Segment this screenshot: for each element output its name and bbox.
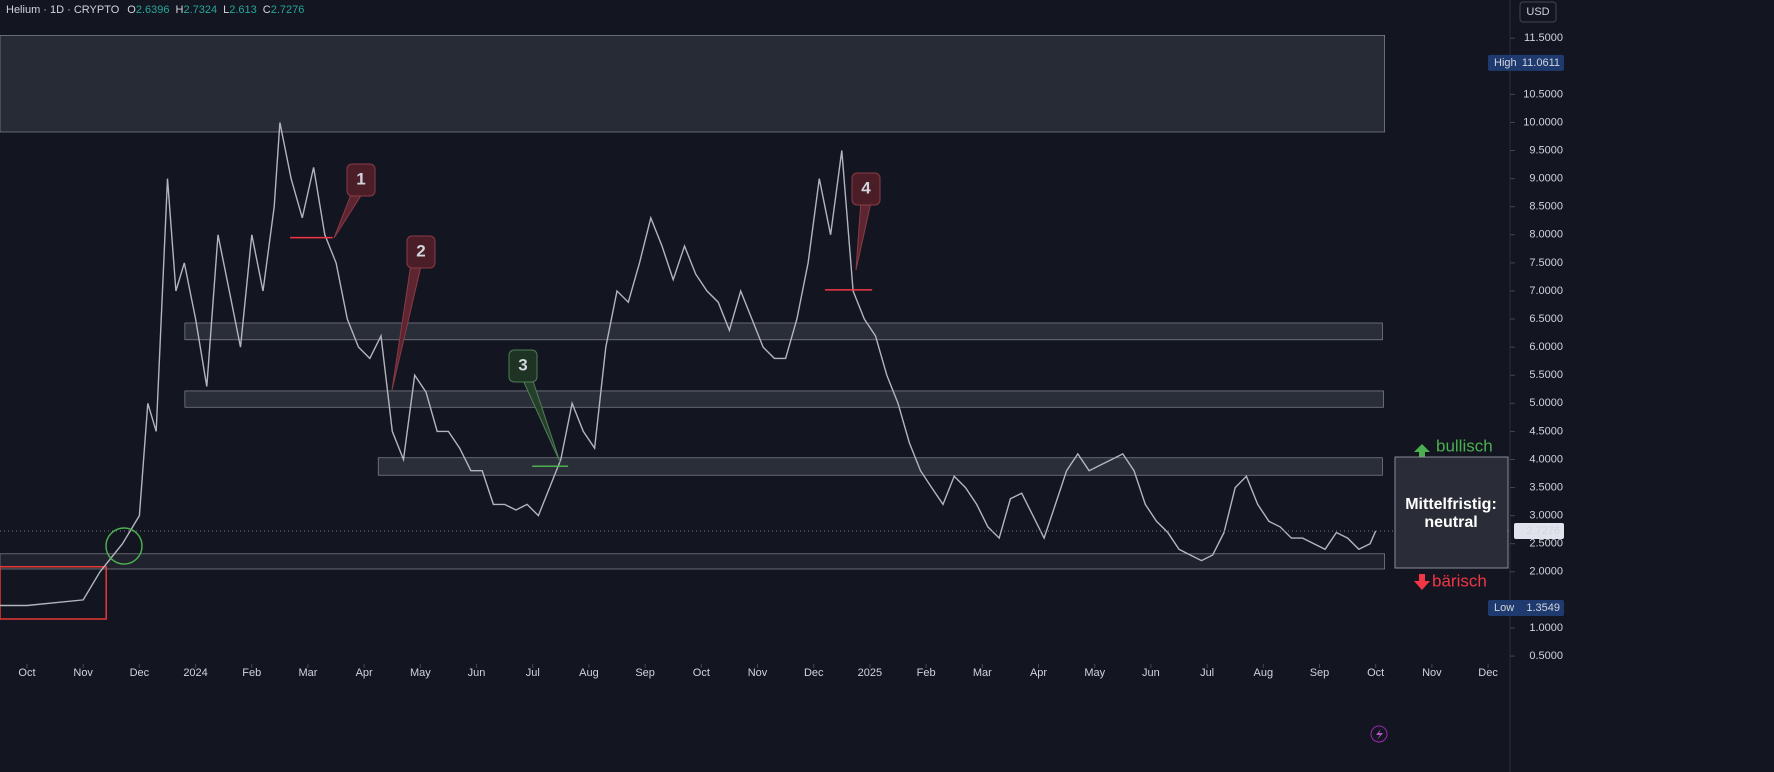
last-price-label: 2.7276 (1526, 525, 1560, 537)
x-tick-label: Jun (1142, 667, 1160, 679)
high-box (1488, 54, 1564, 71)
bearish-label: bärisch (1432, 571, 1487, 590)
x-tick-label: Oct (18, 667, 35, 679)
x-tick-label: Oct (1367, 667, 1384, 679)
lightning (1376, 729, 1383, 740)
ohlc-value: 2.7276 (271, 4, 305, 16)
lightning-icon[interactable] (1370, 725, 1388, 743)
x-tick-label: Mar (973, 667, 992, 679)
x-tick-label: Sep (635, 667, 655, 679)
x-tick-label: 2024 (183, 667, 207, 679)
y-tick-label: 10.0000 (1523, 116, 1563, 128)
y-tick-label: 4.5000 (1529, 425, 1563, 437)
zone (377, 457, 1383, 476)
y-tick-label: 3.5000 (1529, 481, 1563, 493)
zone (184, 390, 1384, 408)
callout: 1 (333, 163, 376, 239)
down-arrow (1414, 574, 1430, 590)
x-tick-label: Nov (1422, 667, 1442, 679)
ohlc-key: H (176, 4, 184, 16)
outlook-box (1394, 456, 1509, 569)
zone (0, 553, 1385, 570)
y-tick-label: 10.5000 (1523, 88, 1563, 100)
highlight-circle (105, 527, 143, 565)
low-value: 1.3549 (1526, 602, 1560, 614)
y-tick-label: 3.0000 (1529, 510, 1563, 522)
y-tick-label: 0.5000 (1529, 650, 1563, 662)
currency-button[interactable] (1519, 1, 1557, 23)
ohlc-value: 2.6396 (136, 4, 170, 16)
zone (184, 322, 1383, 341)
ohlc-key: C (263, 4, 271, 16)
price-line (0, 122, 1377, 607)
x-tick-label: Nov (748, 667, 768, 679)
callout-text: 4 (861, 178, 871, 197)
x-tick-label: Feb (917, 667, 936, 679)
x-tick-label: Aug (1254, 667, 1274, 679)
x-tick-label: Sep (1310, 667, 1330, 679)
ohlc-key: O (127, 4, 136, 16)
y-tick-label: 7.5000 (1529, 257, 1563, 269)
y-tick-label: 7.0000 (1529, 285, 1563, 297)
y-tick-label: 2.0000 (1529, 566, 1563, 578)
ohlc-value: 2.7324 (183, 4, 217, 16)
x-tick-label: May (410, 667, 431, 679)
callout: 2 (391, 235, 436, 391)
high-key: High (1494, 57, 1517, 69)
x-tick-label: Jul (526, 667, 540, 679)
x-tick-label: Dec (1478, 667, 1498, 679)
y-tick-label: 4.0000 (1529, 453, 1563, 465)
zone (0, 35, 1385, 133)
y-tick-label: 5.0000 (1529, 397, 1563, 409)
low-key: Low (1494, 602, 1514, 614)
bullish-label: bullisch (1436, 436, 1493, 455)
y-tick-label: 8.5000 (1529, 201, 1563, 213)
callout-text: 3 (518, 355, 527, 374)
outlook-state: neutral (1424, 514, 1477, 531)
x-tick-label: Apr (1030, 667, 1047, 679)
ohlc-key: L (223, 4, 229, 16)
x-tick-label: Jun (468, 667, 486, 679)
header: Helium · 1D · CRYPTO O2.6396 H2.7324 L2.613… (6, 4, 304, 16)
x-tick-label: May (1084, 667, 1105, 679)
symbol: Helium · 1D · CRYPTO (6, 4, 120, 16)
currency[interactable]: USD (1526, 6, 1549, 18)
x-tick-label: Dec (804, 667, 824, 679)
callout-text: 1 (356, 169, 365, 188)
y-tick-label: 6.5000 (1529, 313, 1563, 325)
y-tick-label: 8.0000 (1529, 229, 1563, 241)
y-tick-label: 6.0000 (1529, 341, 1563, 353)
callout: 4 (851, 172, 881, 271)
x-tick-label: Feb (242, 667, 261, 679)
x-tick-label: Oct (693, 667, 710, 679)
x-tick-label: 2025 (858, 667, 882, 679)
y-tick-label: 9.5000 (1529, 144, 1563, 156)
y-tick-label: 5.5000 (1529, 369, 1563, 381)
x-tick-label: Jul (1200, 667, 1214, 679)
x-tick-label: Apr (356, 667, 373, 679)
x-tick-label: Aug (579, 667, 599, 679)
y-tick-label: 11.5000 (1524, 32, 1563, 44)
x-tick-label: Nov (73, 667, 93, 679)
low-box (1488, 600, 1564, 617)
ohlc-value: 2.613 (229, 4, 257, 16)
x-tick-label: Mar (298, 667, 317, 679)
high-value: 11.0611 (1522, 57, 1560, 69)
callout: 3 (508, 349, 561, 463)
outlook-label: Mittelfristig: (1405, 496, 1497, 513)
zone (0, 566, 107, 620)
last-price-box (1514, 522, 1564, 539)
x-tick-label: Dec (130, 667, 150, 679)
callout-text: 2 (416, 241, 425, 260)
y-tick-label: 9.0000 (1529, 173, 1563, 185)
y-tick-label: 2.5000 (1529, 538, 1563, 550)
up-arrow (1414, 444, 1430, 459)
y-tick-label: 1.0000 (1529, 622, 1563, 634)
